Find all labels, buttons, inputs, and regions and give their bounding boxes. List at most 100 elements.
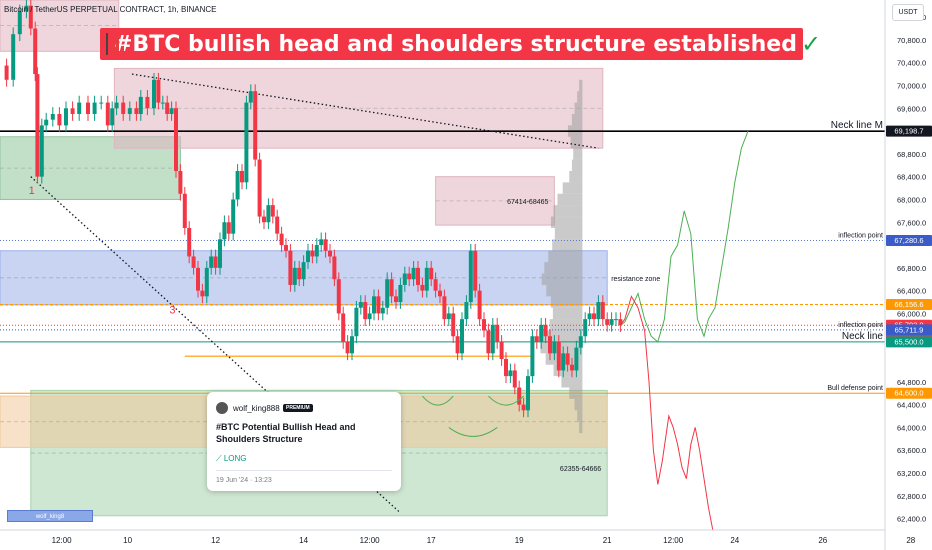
trendline-dotted	[131, 73, 599, 149]
candle-body	[596, 302, 601, 320]
candle-body	[209, 256, 214, 268]
candle-body	[499, 341, 504, 360]
candle-body	[530, 336, 535, 377]
volume-profile-bar	[552, 307, 583, 320]
volume-profile-bar	[553, 205, 583, 217]
y-tick-label: 70,000.0	[897, 81, 926, 90]
pattern-point-label: 1	[29, 185, 35, 197]
volume-profile-bar	[579, 79, 583, 92]
candle-body	[587, 313, 592, 320]
volume-profile-bar	[569, 170, 583, 183]
candle-body	[561, 353, 566, 371]
candle-body	[477, 290, 482, 320]
candle-body	[270, 205, 275, 217]
candle-body	[222, 222, 227, 240]
candle-body	[512, 370, 517, 388]
volume-profile-bar	[571, 113, 583, 126]
candle-body	[279, 233, 284, 246]
candle-body	[160, 102, 165, 104]
candle-body	[504, 359, 508, 377]
y-tick-label: 70,400.0	[897, 59, 926, 68]
candle-body	[323, 239, 328, 251]
candle-body	[552, 341, 557, 354]
x-tick-label: 12:00	[663, 536, 684, 545]
candle-body	[350, 336, 354, 354]
candle-body	[266, 205, 271, 223]
candle-body	[451, 313, 456, 337]
candle-body	[99, 102, 104, 104]
candle-body	[39, 125, 44, 177]
author-name[interactable]: wolf_king888	[233, 404, 280, 413]
candle-body	[328, 250, 332, 257]
candle-body	[534, 336, 539, 342]
level-label: Neck line	[842, 331, 884, 342]
volume-profile-bar	[543, 330, 583, 342]
candle-body	[145, 96, 150, 109]
level-label: Neck line M	[831, 120, 883, 131]
zone-label: resistance zone	[611, 276, 660, 283]
volume-profile-bar	[544, 262, 583, 274]
x-tick-label: 24	[730, 536, 739, 545]
candle-body	[482, 319, 486, 331]
volume-profile-bar	[550, 216, 583, 228]
long-direction-label: ⟋ LONG	[216, 454, 247, 464]
candle-body	[231, 199, 236, 234]
price-badge-value: 64,600.0	[894, 389, 923, 398]
candle-body	[583, 319, 588, 337]
candle-body	[442, 296, 447, 320]
volume-profile-bar	[549, 319, 583, 331]
y-tick-label: 70,800.0	[897, 36, 926, 45]
candle-body	[50, 113, 55, 120]
candle-body	[380, 307, 385, 314]
candle-body	[297, 267, 302, 280]
currency-button[interactable]: USDT	[892, 4, 924, 21]
level-label: Bull defense point	[827, 385, 883, 392]
volume-profile-bar	[577, 410, 583, 422]
candle-body	[4, 65, 9, 80]
candle-body	[429, 267, 434, 280]
candle-body	[468, 250, 473, 303]
y-tick-label: 68,000.0	[897, 195, 926, 204]
candle-body	[182, 193, 187, 228]
candle-body	[165, 102, 170, 114]
x-tick-label: 19	[515, 536, 524, 545]
card-date: 19 Jun '24 · 13:23	[216, 477, 272, 484]
candle-body	[336, 279, 341, 314]
x-tick-label: 12:00	[360, 536, 381, 545]
candle-body	[127, 108, 132, 114]
symbol-header: Bitcoin / TetherUS PERPETUAL CONTRACT, 1…	[4, 5, 217, 14]
x-tick-label: 10	[123, 536, 132, 545]
candle-body	[226, 222, 231, 234]
candle-body	[455, 336, 460, 354]
watermark-text: wolf_king8	[35, 514, 65, 520]
volume-profile-bar	[571, 159, 583, 171]
candle-body	[134, 108, 139, 114]
candle-body	[548, 336, 552, 354]
y-tick-label: 62,400.0	[897, 515, 926, 524]
volume-profile-bar	[570, 136, 583, 149]
candle-body	[605, 319, 610, 325]
y-tick-label: 67,600.0	[897, 218, 926, 227]
candle-body	[204, 267, 209, 297]
candle-body	[490, 324, 495, 354]
candle-body	[44, 119, 49, 126]
candle-body	[24, 5, 29, 12]
premium-badge: PREMIUM	[283, 404, 313, 412]
candle-body	[565, 353, 570, 365]
price-badge-value: 66,156.6	[894, 300, 923, 309]
volume-profile-bar	[546, 284, 583, 297]
candle-body	[420, 284, 425, 291]
price-badge	[886, 387, 932, 399]
y-tick-label: 63,200.0	[897, 469, 926, 478]
idea-card[interactable]: wolf_king888 PREMIUM #BTC Potential Bull…	[207, 392, 401, 491]
level-label: inflection point	[838, 232, 883, 239]
y-tick-label: 69,600.0	[897, 104, 926, 113]
candle-body	[539, 324, 544, 342]
y-tick-label: 66,800.0	[897, 264, 926, 273]
card-title[interactable]: #BTC Potential Bullish Head and Shoulder…	[216, 422, 356, 444]
candle-body	[389, 279, 394, 297]
price-badge	[886, 336, 932, 348]
idea-title-text: #BTC bullish head and shoulders structur…	[114, 31, 797, 57]
candle-body	[191, 256, 196, 268]
